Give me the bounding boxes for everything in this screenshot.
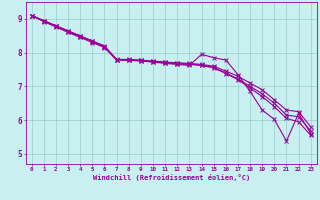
X-axis label: Windchill (Refroidissement éolien,°C): Windchill (Refroidissement éolien,°C): [92, 174, 250, 181]
